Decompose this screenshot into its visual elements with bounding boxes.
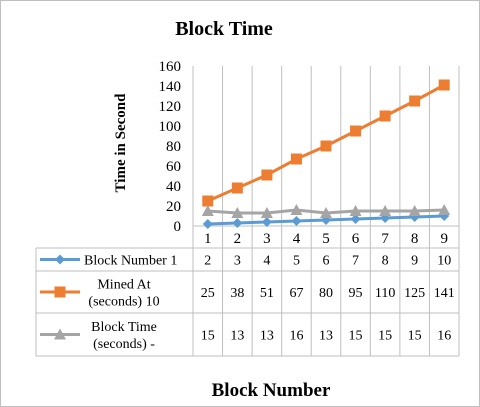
legend-label: Block Time (seconds) - <box>91 320 157 352</box>
data-point-marker <box>320 140 332 152</box>
data-table-cell: 95 <box>349 286 363 301</box>
data-point-marker <box>54 286 66 298</box>
x-tick-label: 7 <box>381 231 389 247</box>
data-point-marker <box>202 219 213 229</box>
data-table-cell: 13 <box>230 329 244 344</box>
x-tick-label: 3 <box>263 231 271 247</box>
y-axis-ticks: 0 20 40 60 80 100 120 140 160 <box>159 59 182 235</box>
data-point-marker <box>232 218 243 228</box>
data-table-cell: 15 <box>408 329 422 344</box>
data-table-cell: 8 <box>382 254 389 269</box>
data-point-marker <box>408 205 421 216</box>
data-point-marker <box>438 79 450 91</box>
data-point-marker <box>379 110 391 122</box>
x-axis-title: Block Number <box>212 380 331 401</box>
data-table-cell: 5 <box>293 254 300 269</box>
data-table-cell: 3 <box>234 254 241 269</box>
y-tick-label: 100 <box>159 119 182 135</box>
data-point-marker <box>290 204 303 215</box>
data-point-marker <box>231 182 243 194</box>
y-axis-title: Time in Second <box>113 93 129 193</box>
data-point-marker <box>350 214 361 224</box>
data-table-cell: 15 <box>349 329 363 344</box>
data-table-cell: 9 <box>411 254 418 269</box>
data-point-marker <box>231 207 244 218</box>
y-tick-label: 40 <box>166 179 181 195</box>
data-point-marker <box>261 169 273 181</box>
data-table-cell: 80 <box>319 286 333 301</box>
data-table-cell: 110 <box>375 286 395 301</box>
y-tick-label: 120 <box>159 99 182 115</box>
data-point-marker <box>350 125 362 137</box>
x-tick-label: 9 <box>440 231 448 247</box>
data-point-marker <box>290 153 302 165</box>
data-table-cell: 16 <box>289 329 303 344</box>
data-table-cell: 38 <box>230 286 244 301</box>
data-point-marker <box>379 205 392 216</box>
data-table-cell: 6 <box>323 254 330 269</box>
data-point-marker <box>349 205 362 216</box>
data-table-cell: 125 <box>404 286 425 301</box>
data-point-marker <box>260 207 273 218</box>
y-tick-label: 160 <box>159 59 182 75</box>
series-lines <box>201 79 451 229</box>
x-tick-label: 8 <box>411 231 419 247</box>
x-tick-label: 4 <box>293 231 301 247</box>
data-table-cell: 4 <box>263 254 270 269</box>
data-table-cell: 141 <box>434 286 455 301</box>
y-tick-label: 80 <box>166 139 181 155</box>
data-table-cell: 13 <box>260 329 274 344</box>
data-point-marker <box>55 254 65 265</box>
legend-label: Block Number 1 <box>84 254 177 269</box>
data-point-marker <box>320 207 332 218</box>
data-table-cell: 67 <box>289 286 303 301</box>
data-table-cell: 25 <box>201 286 215 301</box>
x-tick-label: 2 <box>234 231 242 247</box>
y-tick-label: 20 <box>166 199 181 215</box>
data-point-marker <box>202 195 214 207</box>
data-table-cell: 16 <box>437 329 451 344</box>
data-point-marker <box>261 217 272 227</box>
x-tick-label: 5 <box>322 231 330 247</box>
y-tick-label: 140 <box>159 79 182 95</box>
y-tick-label: 60 <box>166 159 181 175</box>
x-tick-label: 6 <box>352 231 360 247</box>
y-tick-label: 0 <box>174 219 182 235</box>
data-table-cell: 10 <box>437 254 451 269</box>
legend-label: Mined At (seconds) 10 <box>88 278 159 310</box>
data-point-marker <box>438 204 451 215</box>
x-tick-label: 1 <box>204 231 212 247</box>
data-table-cell: 15 <box>201 329 215 344</box>
data-point-marker <box>201 205 214 216</box>
data-point-marker <box>291 216 302 226</box>
chart-title: Block Time <box>175 18 273 40</box>
data-point-marker <box>409 95 421 107</box>
data-point-marker <box>54 328 66 340</box>
data-table-cell: 51 <box>260 286 274 301</box>
data-table-cell: 15 <box>378 329 392 344</box>
data-table-cell: 2 <box>204 254 211 269</box>
data-table-cell: 7 <box>352 254 359 269</box>
data-table-cell: 13 <box>319 329 333 344</box>
